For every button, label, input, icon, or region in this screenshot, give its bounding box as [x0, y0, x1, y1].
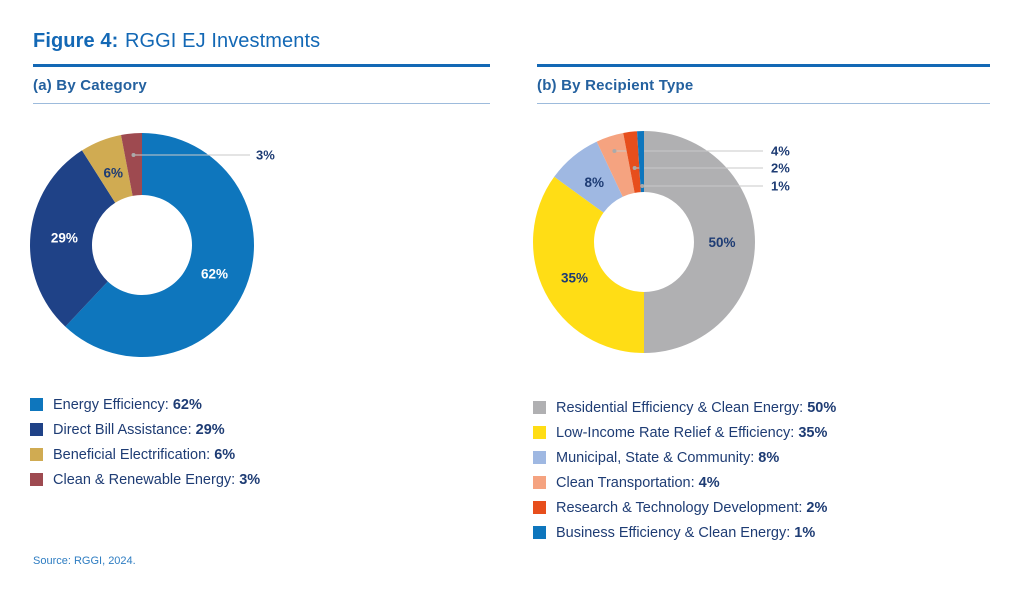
source-note: Source: RGGI, 2024. [33, 555, 136, 567]
divider-thick-left [33, 64, 490, 67]
legend-swatch-energy-efficiency [30, 398, 43, 411]
pct-label-low-income-rate-relief-efficiency: 35% [561, 270, 588, 285]
slice-residential-efficiency-clean-energy [644, 131, 755, 353]
legend-item-business-efficiency-clean-energy: Business Efficiency & Clean Energy: 1% [533, 520, 836, 545]
pct-label-clean-renewable-energy: 3% [256, 148, 275, 163]
slice-clean-renewable-energy [121, 133, 142, 196]
legend-item-clean-transportation: Clean Transportation: 4% [533, 470, 836, 495]
legend-label-business-efficiency-clean-energy: Business Efficiency & Clean Energy: 1% [556, 524, 816, 541]
slice-energy-efficiency [65, 133, 254, 357]
slice-municipal-state-community [554, 141, 623, 213]
legend-swatch-clean-renewable-energy [30, 473, 43, 486]
legend-swatch-beneficial-electrification [30, 448, 43, 461]
panel-by-category: (a) By Category [33, 64, 490, 104]
slice-beneficial-electrification [81, 134, 133, 203]
legend-label-energy-efficiency: Energy Efficiency: 62% [53, 396, 202, 413]
legend-label-low-income-rate-relief-efficiency: Low-Income Rate Relief & Efficiency: 35% [556, 424, 828, 441]
slice-clean-transportation [596, 132, 635, 197]
legend-label-residential-efficiency-clean-energy: Residential Efficiency & Clean Energy: 5… [556, 399, 837, 416]
donut-svg-a-by-category: 62% 29% 6% 3% [29, 133, 275, 357]
legend-label-beneficial-electrification: Beneficial Electrification: 6% [53, 446, 236, 463]
legend-label-research-technology-development: Research & Technology Development: 2% [556, 499, 828, 516]
legend-item-beneficial-electrification: Beneficial Electrification: 6% [30, 442, 260, 467]
legend-item-research-technology-development: Research & Technology Development: 2% [533, 495, 836, 520]
divider-thin-left [33, 103, 490, 104]
panel-by-recipient-type: (b) By Recipient Type [537, 64, 990, 104]
legend-swatch-clean-transportation [533, 476, 546, 489]
pct-label-beneficial-electrification: 6% [104, 165, 124, 180]
pct-label-residential-efficiency-clean-energy: 50% [708, 235, 735, 250]
legend-swatch-business-efficiency-clean-energy [533, 526, 546, 539]
pct-label-clean-transportation: 4% [771, 144, 790, 159]
legend-item-municipal-state-community: Municipal, State & Community: 8% [533, 445, 836, 470]
donut-chart-by-category: 62% 29% 6% 3% [10, 112, 310, 384]
leader-dot-research-technology-development [632, 166, 637, 170]
legend-by-category: Energy Efficiency: 62% Direct Bill Assist… [30, 392, 260, 492]
pct-label-municipal-state-community: 8% [585, 175, 605, 190]
donut-svg-b-by-recipient-type: 50% 35% 8% 4% 2% 1% [533, 131, 790, 353]
legend-label-clean-renewable-energy: Clean & Renewable Energy: 3% [53, 471, 261, 488]
leader-dot-business-efficiency-clean-energy [640, 184, 645, 188]
panel-b-header: (b) By Recipient Type [537, 77, 694, 94]
slice-low-income-rate-relief-efficiency [533, 176, 644, 353]
legend-swatch-residential-efficiency-clean-energy [533, 401, 546, 414]
divider-thick-right [537, 64, 990, 67]
figure-title-text: RGGI EJ Investments [124, 30, 321, 52]
legend-swatch-municipal-state-community [533, 451, 546, 464]
legend-item-clean-renewable-energy: Clean & Renewable Energy: 3% [30, 467, 260, 492]
pct-label-research-technology-development: 2% [771, 161, 790, 176]
legend-label-clean-transportation: Clean Transportation: 4% [556, 474, 720, 491]
legend-swatch-low-income-rate-relief-efficiency [533, 426, 546, 439]
figure-title: Figure 4: RGGI EJ Investments [33, 30, 320, 53]
legend-item-residential-efficiency-clean-energy: Residential Efficiency & Clean Energy: 5… [533, 395, 836, 420]
legend-item-energy-efficiency: Energy Efficiency: 62% [30, 392, 260, 417]
legend-swatch-direct-bill-assistance [30, 423, 43, 436]
slice-research-technology-development [623, 131, 641, 193]
slice-business-efficiency-clean-energy [637, 131, 644, 193]
divider-thin-right [537, 103, 990, 104]
legend-item-direct-bill-assistance: Direct Bill Assistance: 29% [30, 417, 260, 442]
slice-direct-bill-assistance [29, 150, 116, 327]
pct-label-energy-efficiency: 62% [201, 267, 228, 282]
pct-label-direct-bill-assistance: 29% [51, 231, 78, 246]
legend-item-low-income-rate-relief-efficiency: Low-Income Rate Relief & Efficiency: 35% [533, 420, 836, 445]
legend-label-direct-bill-assistance: Direct Bill Assistance: 29% [53, 421, 225, 438]
legend-by-recipient-type: Residential Efficiency & Clean Energy: 5… [533, 395, 836, 545]
legend-swatch-research-technology-development [533, 501, 546, 514]
leader-dot-clean-renewable-energy [131, 153, 136, 157]
figure-number: Figure 4: [33, 30, 119, 52]
pct-label-business-efficiency-clean-energy: 1% [771, 179, 790, 194]
legend-label-municipal-state-community: Municipal, State & Community: 8% [556, 449, 780, 466]
donut-chart-by-recipient-type: 50% 35% 8% 4% 2% 1% [515, 112, 825, 384]
panel-a-header: (a) By Category [33, 77, 147, 94]
leader-dot-clean-transportation [612, 149, 617, 153]
